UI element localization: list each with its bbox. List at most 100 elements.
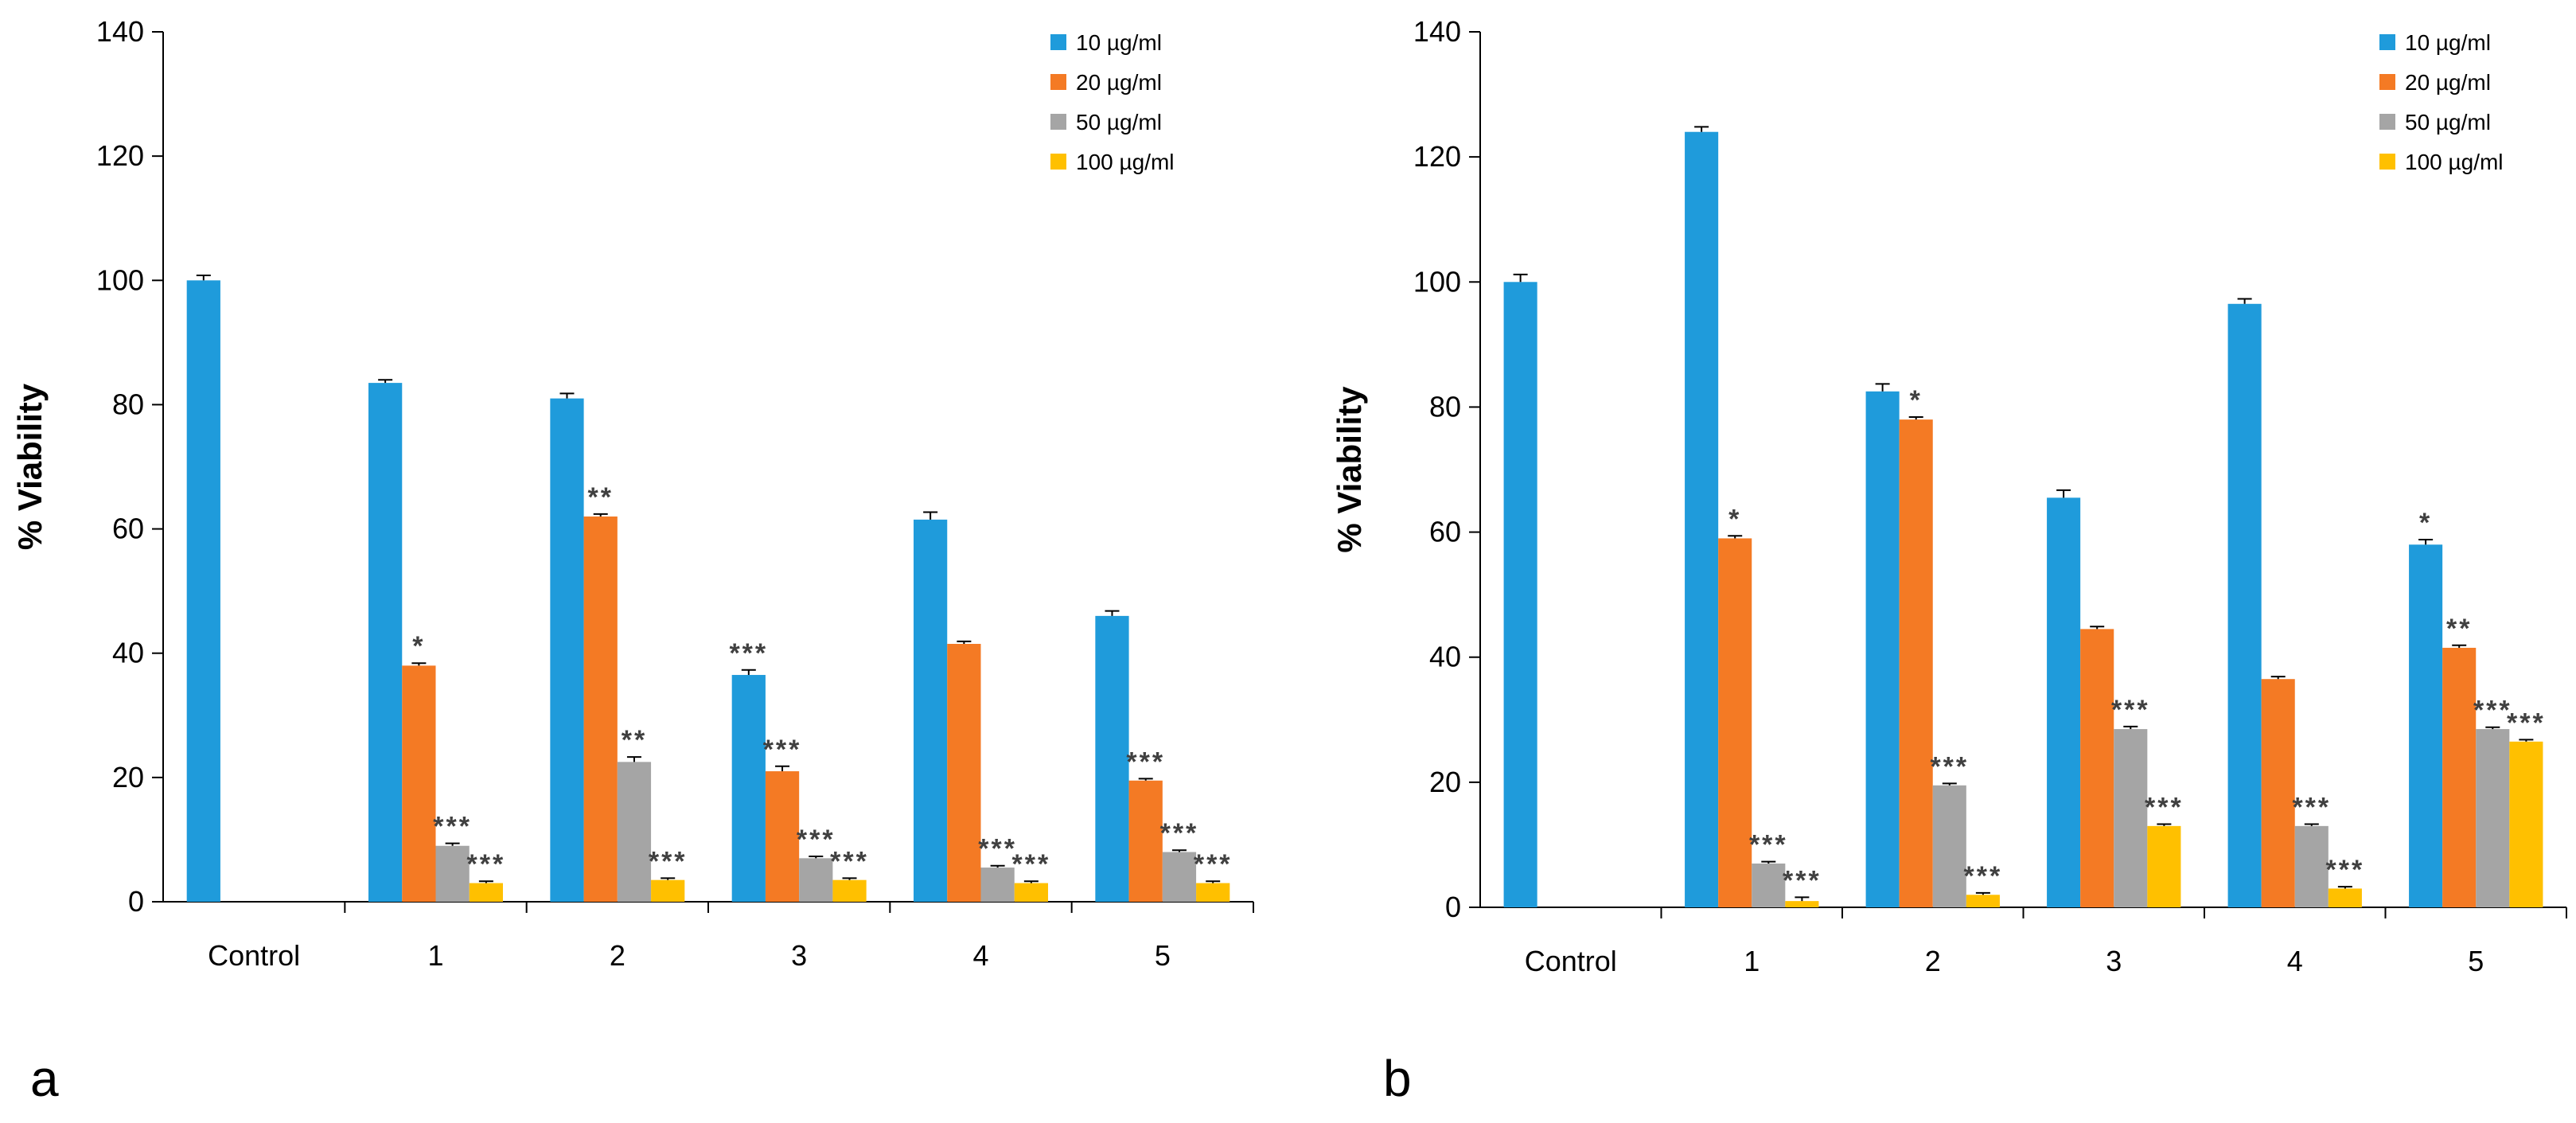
bar [2047,497,2081,907]
legend-label: 50 µg/ml [2405,110,2491,135]
bar [1196,883,1230,902]
significance-marker: *** [1749,830,1788,860]
y-tick-label: 80 [1429,390,1461,423]
bar [947,644,981,902]
legend-swatch [2379,154,2395,170]
bar [1865,391,1900,907]
bar [469,883,503,902]
bar [550,398,584,902]
bar [1503,282,1537,907]
bar [1966,895,2000,907]
y-tick-label: 0 [1445,891,1461,923]
bar [1932,785,1966,907]
bar [1718,538,1752,907]
x-tick-label: Control [208,939,300,972]
significance-marker: *** [1783,865,1822,895]
y-tick-label: 0 [128,885,144,918]
panel-label-a: a [30,1050,59,1107]
y-tick-label: 120 [1413,140,1461,173]
bar [1899,419,1933,907]
significance-marker: ** [2446,614,2472,644]
y-tick-label: 140 [96,15,144,48]
bar [731,675,766,902]
significance-marker: * [2419,508,2432,538]
x-tick-label: 5 [2468,945,2484,977]
y-tick-label: 40 [112,637,144,669]
legend-swatch [2379,74,2395,90]
y-tick-label: 60 [112,513,144,545]
significance-marker: *** [797,825,836,855]
significance-marker: *** [2507,708,2546,738]
legend-label: 20 µg/ml [2405,70,2491,95]
significance-marker: *** [1012,849,1051,879]
bar [765,771,800,902]
bar [2328,888,2362,907]
bar [617,762,652,902]
x-tick-label: 4 [972,939,988,972]
significance-marker: *** [2292,793,2331,823]
significance-marker: *** [1160,818,1199,848]
significance-marker: *** [2473,696,2512,726]
bar [914,519,948,902]
y-tick-label: 100 [1413,265,1461,298]
significance-marker: *** [1194,849,1233,879]
bar [583,516,618,902]
bar [368,383,403,902]
legend-label: 50 µg/ml [1076,110,1162,135]
legend-swatch [1050,114,1066,130]
bar [651,879,685,902]
bar [1095,615,1129,902]
bar [1685,131,1719,907]
significance-marker: *** [2145,793,2184,823]
legend-label: 10 µg/ml [2405,30,2491,55]
bar [1128,780,1163,902]
bar [1752,864,1786,907]
significance-marker: *** [1930,751,1969,782]
bar [402,665,436,902]
bar [2476,729,2510,907]
bar [2509,741,2543,907]
bar [2409,544,2443,907]
bar [2261,679,2295,907]
x-tick-label: 1 [427,939,443,972]
y-tick-label: 120 [96,139,144,172]
significance-marker: *** [433,812,472,842]
significance-marker: * [1728,504,1741,534]
bar [2227,303,2262,907]
significance-marker: *** [649,846,688,876]
y-tick-label: 20 [1429,766,1461,798]
bar [2080,629,2114,907]
y-axis-label: % Viability [11,383,49,550]
legend-label: 20 µg/ml [1076,70,1162,95]
legend-swatch [2379,34,2395,50]
significance-marker: *** [467,849,506,879]
significance-marker: *** [1964,861,2003,891]
significance-marker: ** [587,482,613,513]
bar [2114,729,2148,907]
x-tick-label: 5 [1155,939,1171,972]
significance-marker: *** [978,834,1017,864]
x-tick-label: 4 [2287,945,2303,977]
bar [2442,647,2477,907]
bar [1014,883,1048,902]
bar [1785,901,1819,907]
bar [2147,825,2181,907]
y-tick-label: 60 [1429,516,1461,548]
bar [2294,825,2329,907]
bar [1162,852,1197,902]
y-tick-label: 20 [112,761,144,794]
legend-swatch [1050,34,1066,50]
significance-marker: * [412,631,425,661]
legend-swatch [2379,114,2395,130]
significance-marker: ** [622,725,647,755]
significance-marker: * [1910,385,1923,415]
legend-swatch [1050,74,1066,90]
x-tick-label: 1 [1744,945,1760,977]
bar [186,280,220,902]
significance-marker: *** [2111,695,2150,725]
x-tick-label: 2 [610,939,625,972]
y-axis-label: % Viability [1331,386,1368,553]
